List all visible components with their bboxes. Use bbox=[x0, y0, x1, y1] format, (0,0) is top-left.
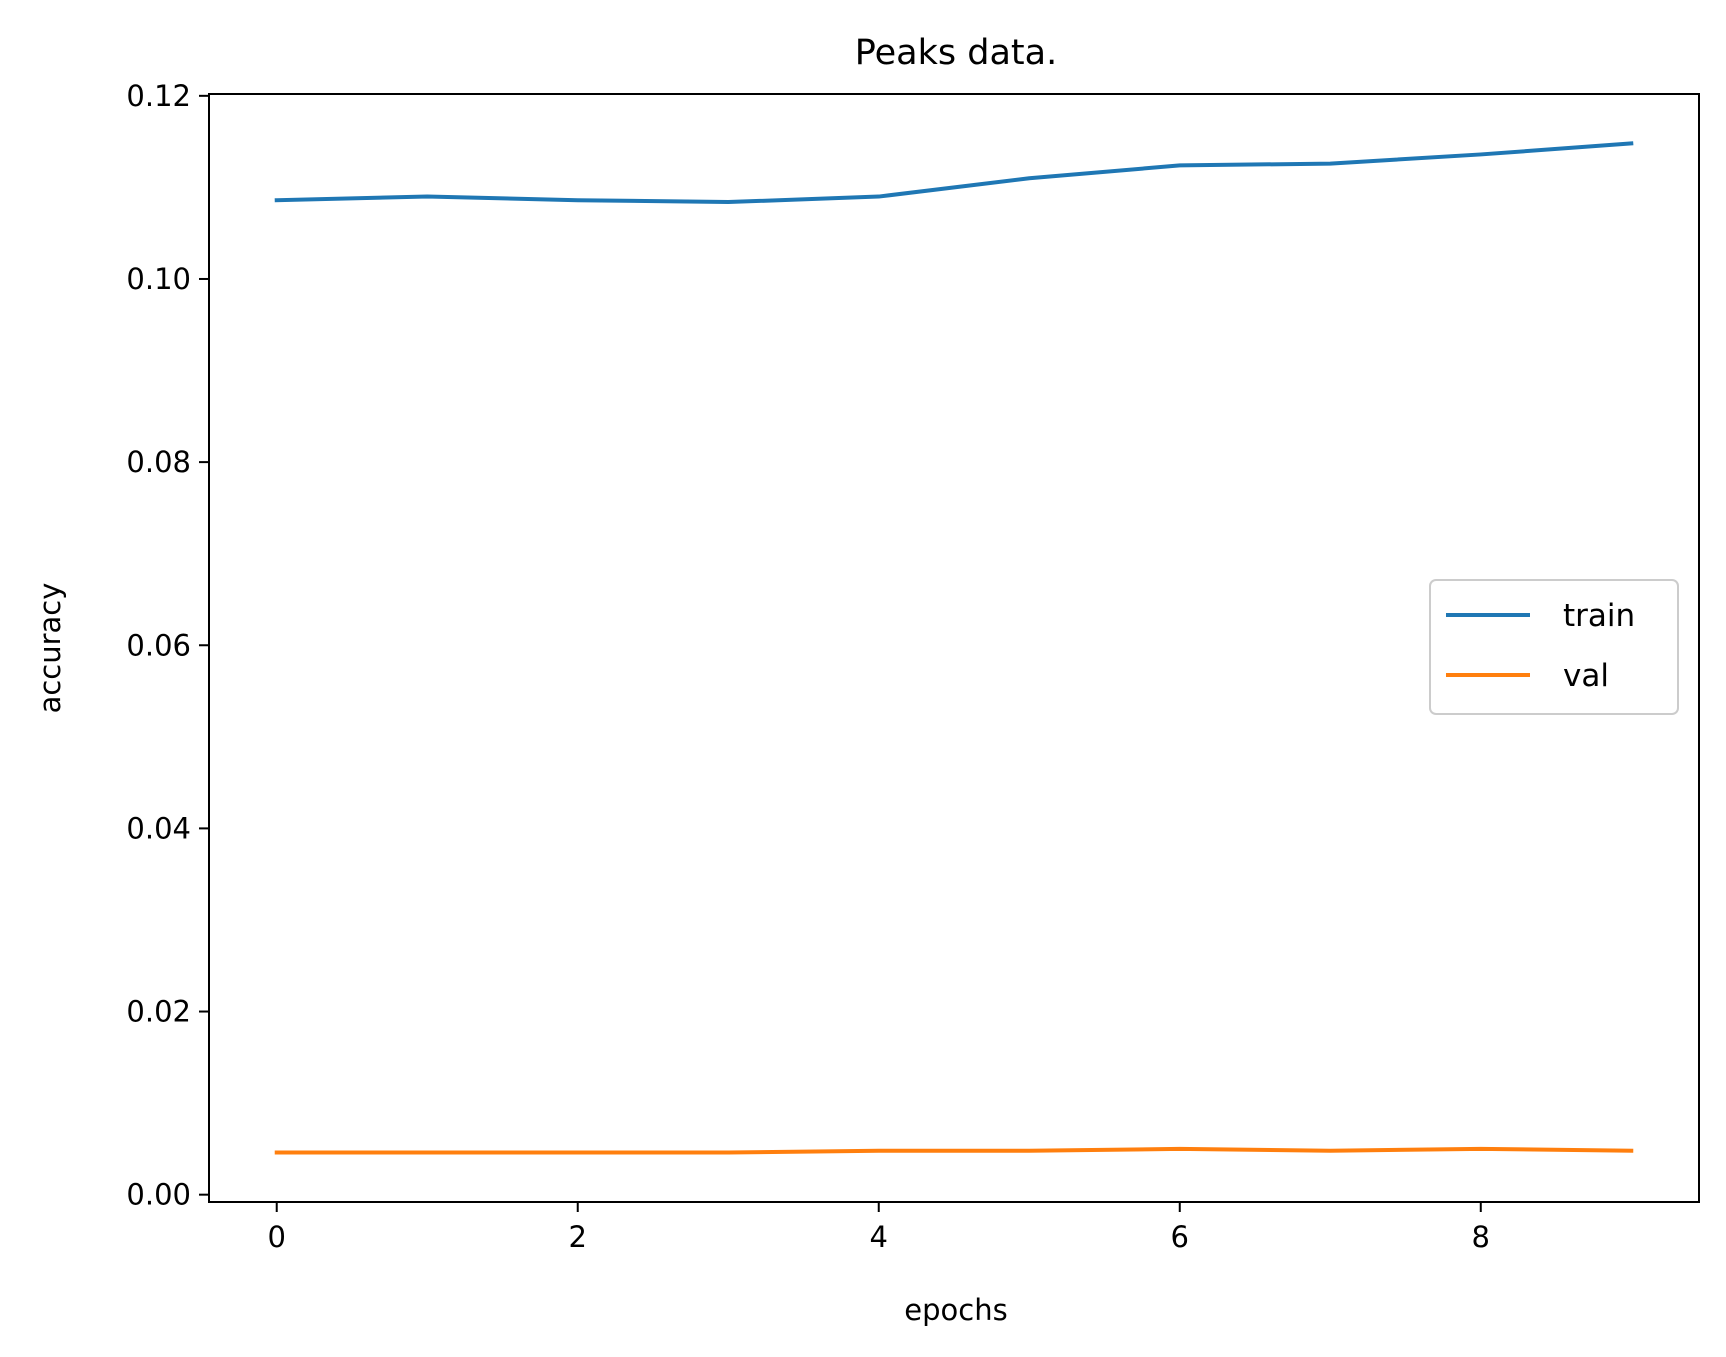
series-point-train bbox=[576, 198, 580, 202]
series-point-val bbox=[1178, 1147, 1182, 1151]
series-point-train bbox=[425, 195, 429, 199]
series-point-val bbox=[1479, 1147, 1483, 1151]
series-point-train bbox=[877, 195, 881, 199]
x-tick-label: 6 bbox=[1171, 1220, 1189, 1254]
series-point-val bbox=[1629, 1149, 1633, 1153]
series-point-train bbox=[1629, 141, 1633, 145]
y-axis-title: accuracy bbox=[33, 583, 67, 714]
plot-lines bbox=[274, 141, 1634, 1155]
series-point-train bbox=[1178, 163, 1182, 167]
series-point-train bbox=[275, 198, 279, 202]
series-point-train bbox=[1027, 176, 1031, 180]
y-axis-ticks: 0.00 0.02 0.04 0.06 0.08 0.10 0.12 bbox=[126, 79, 209, 1212]
chart-title: Peaks data. bbox=[855, 33, 1057, 73]
series-point-val bbox=[877, 1149, 881, 1153]
y-tick-label: 0.12 bbox=[126, 79, 191, 113]
legend-label-train: train bbox=[1563, 598, 1635, 634]
y-tick-label: 0.06 bbox=[126, 628, 191, 662]
series-point-val bbox=[275, 1151, 279, 1155]
x-axis-ticks: 0 2 4 6 8 bbox=[268, 1202, 1490, 1254]
y-tick-label: 0.00 bbox=[126, 1178, 191, 1212]
series-point-train bbox=[1479, 152, 1483, 156]
series-line-train bbox=[274, 141, 1634, 205]
x-tick-label: 4 bbox=[870, 1220, 888, 1254]
series-point-val bbox=[425, 1151, 429, 1155]
x-axis-title: epochs bbox=[904, 1293, 1007, 1327]
x-tick-label: 0 bbox=[268, 1220, 286, 1254]
y-tick-label: 0.02 bbox=[126, 995, 191, 1029]
series-point-train bbox=[1328, 162, 1332, 166]
y-tick-label: 0.10 bbox=[126, 262, 191, 296]
legend-box bbox=[1429, 579, 1679, 715]
series-point-val bbox=[576, 1151, 580, 1155]
series-line-val bbox=[274, 1146, 1634, 1155]
series-point-val bbox=[1027, 1149, 1031, 1153]
y-tick-label: 0.08 bbox=[126, 445, 191, 479]
y-tick-label: 0.04 bbox=[126, 811, 191, 845]
series-point-val bbox=[726, 1151, 730, 1155]
legend: train val bbox=[1429, 579, 1679, 715]
x-tick-label: 8 bbox=[1472, 1220, 1490, 1254]
series-point-val bbox=[1328, 1149, 1332, 1153]
legend-label-val: val bbox=[1563, 658, 1609, 694]
axes-frame bbox=[208, 93, 1700, 1203]
series-point-train bbox=[726, 200, 730, 204]
x-tick-label: 2 bbox=[569, 1220, 587, 1254]
